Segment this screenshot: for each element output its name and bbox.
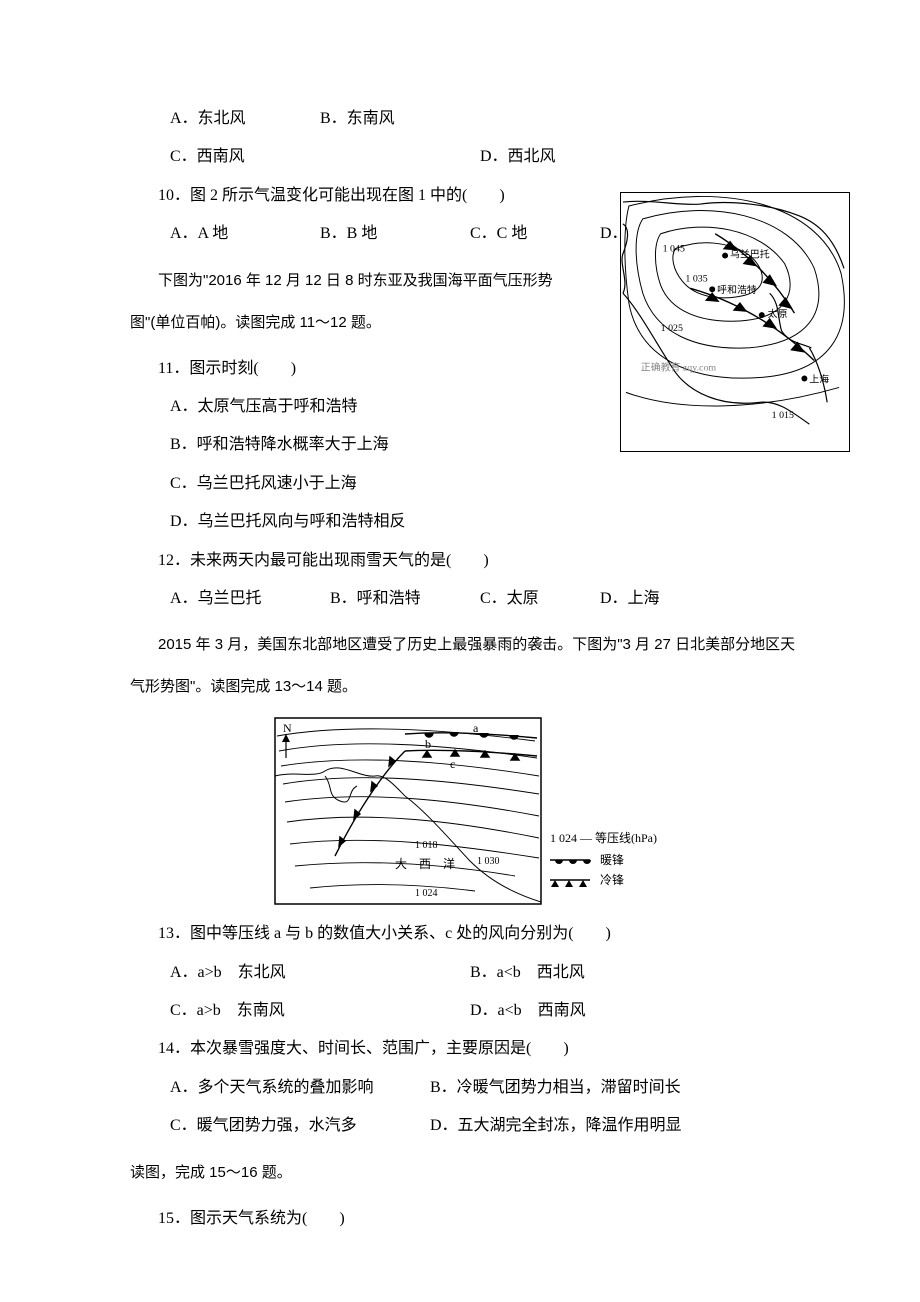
q9-option-a: A．东北风 bbox=[170, 100, 320, 138]
q12-option-d: D．上海 bbox=[600, 580, 660, 618]
map1-city-ulan: 乌兰巴托 bbox=[730, 248, 770, 261]
q12-option-c: C．太原 bbox=[480, 580, 600, 618]
q12-options: A．乌兰巴托 B．呼和浩特 C．太原 D．上海 bbox=[130, 580, 810, 618]
q14-stem: 14．本次暴雪强度大、时间长、范围广，主要原因是( ) bbox=[130, 1030, 810, 1068]
east-asia-pressure-map: 1 045 1 035 1 025 1 015 乌兰巴托 呼和浩特 太原 上海 … bbox=[620, 192, 850, 452]
map2-iso-1024: 1 024 bbox=[415, 888, 438, 899]
map1-city-taiyuan: 太原 bbox=[768, 307, 788, 320]
q9-option-b: B．东南风 bbox=[320, 100, 470, 138]
q10-option-c: C．C 地 bbox=[470, 215, 600, 253]
q14-option-c: C．暖气团势力强，水汽多 bbox=[170, 1107, 430, 1145]
q14-option-d: D．五大湖完全封冻，降温作用明显 bbox=[430, 1107, 682, 1145]
map2-iso-1030: 1 030 bbox=[477, 856, 500, 867]
q11-option-d: D．乌兰巴托风向与呼和浩特相反 bbox=[130, 503, 810, 541]
map2-legend-isobar: 1 024 — 等压线(hPa) bbox=[550, 831, 657, 845]
map2-legend-warm: 暖锋 bbox=[600, 853, 624, 867]
map2-label-a: a bbox=[473, 721, 479, 735]
q9-options-row1: A．东北风 B．东南风 bbox=[130, 100, 810, 138]
q9-option-c: C．西南风 bbox=[170, 138, 480, 176]
passage-13-14: 2015 年 3 月，美国东北部地区遭受了历史上最强暴雨的袭击。下图为"3 月 … bbox=[130, 624, 810, 708]
map1-watermark: 正确教育 zqy.com bbox=[641, 361, 717, 374]
q14-options-row2: C．暖气团势力强，水汽多 D．五大湖完全封冻，降温作用明显 bbox=[130, 1107, 810, 1145]
north-america-weather-diagram: N bbox=[130, 716, 810, 911]
map1-city-hohhot: 呼和浩特 bbox=[717, 284, 757, 296]
q9-option-d: D．西北风 bbox=[480, 138, 556, 176]
q14-option-b: B．冷暖气团势力相当，滞留时间长 bbox=[430, 1069, 681, 1107]
q10-option-a: A．A 地 bbox=[170, 215, 320, 253]
q13-option-c: C．a>b 东南风 bbox=[170, 992, 470, 1030]
map1-iso-1025: 1 025 bbox=[661, 323, 683, 334]
q13-option-b: B．a<b 西北风 bbox=[470, 954, 585, 992]
map1-iso-1015: 1 015 bbox=[772, 410, 794, 421]
q12-stem: 12．未来两天内最可能出现雨雪天气的是( ) bbox=[130, 542, 810, 580]
q13-option-d: D．a<b 西南风 bbox=[470, 992, 586, 1030]
map1-iso-1035: 1 035 bbox=[685, 273, 707, 284]
q13-option-a: A．a>b 东北风 bbox=[170, 954, 470, 992]
map2-legend-cold: 冷锋 bbox=[600, 873, 624, 887]
map2-label-c: c bbox=[450, 757, 455, 771]
q12-option-b: B．呼和浩特 bbox=[330, 580, 480, 618]
q13-stem: 13．图中等压线 a 与 b 的数值大小关系、c 处的风向分别为( ) bbox=[130, 915, 810, 953]
q13-options-row2: C．a>b 东南风 D．a<b 西南风 bbox=[130, 992, 810, 1030]
q12-option-a: A．乌兰巴托 bbox=[170, 580, 330, 618]
q13-options-row1: A．a>b 东北风 B．a<b 西北风 bbox=[130, 954, 810, 992]
map2-label-b: b bbox=[425, 737, 431, 751]
q11-option-c: C．乌兰巴托风速小于上海 bbox=[130, 465, 810, 503]
q15-stem: 15．图示天气系统为( ) bbox=[130, 1200, 810, 1238]
map1-iso-1045: 1 045 bbox=[663, 244, 685, 255]
map1-city-shanghai: 上海 bbox=[809, 372, 829, 385]
q14-options-row1: A．多个天气系统的叠加影响 B．冷暖气团势力相当，滞留时间长 bbox=[130, 1069, 810, 1107]
q14-option-a: A．多个天气系统的叠加影响 bbox=[170, 1069, 430, 1107]
passage-15-16: 读图，完成 15～16 题。 bbox=[130, 1152, 810, 1194]
map2-iso-1018: 1 018 bbox=[415, 840, 438, 851]
q9-options-row2: C．西南风 D．西北风 bbox=[130, 138, 810, 176]
map2-ocean: 大 西 洋 bbox=[395, 856, 455, 871]
q10-option-b: B．B 地 bbox=[320, 215, 470, 253]
map2-north: N bbox=[283, 721, 292, 735]
